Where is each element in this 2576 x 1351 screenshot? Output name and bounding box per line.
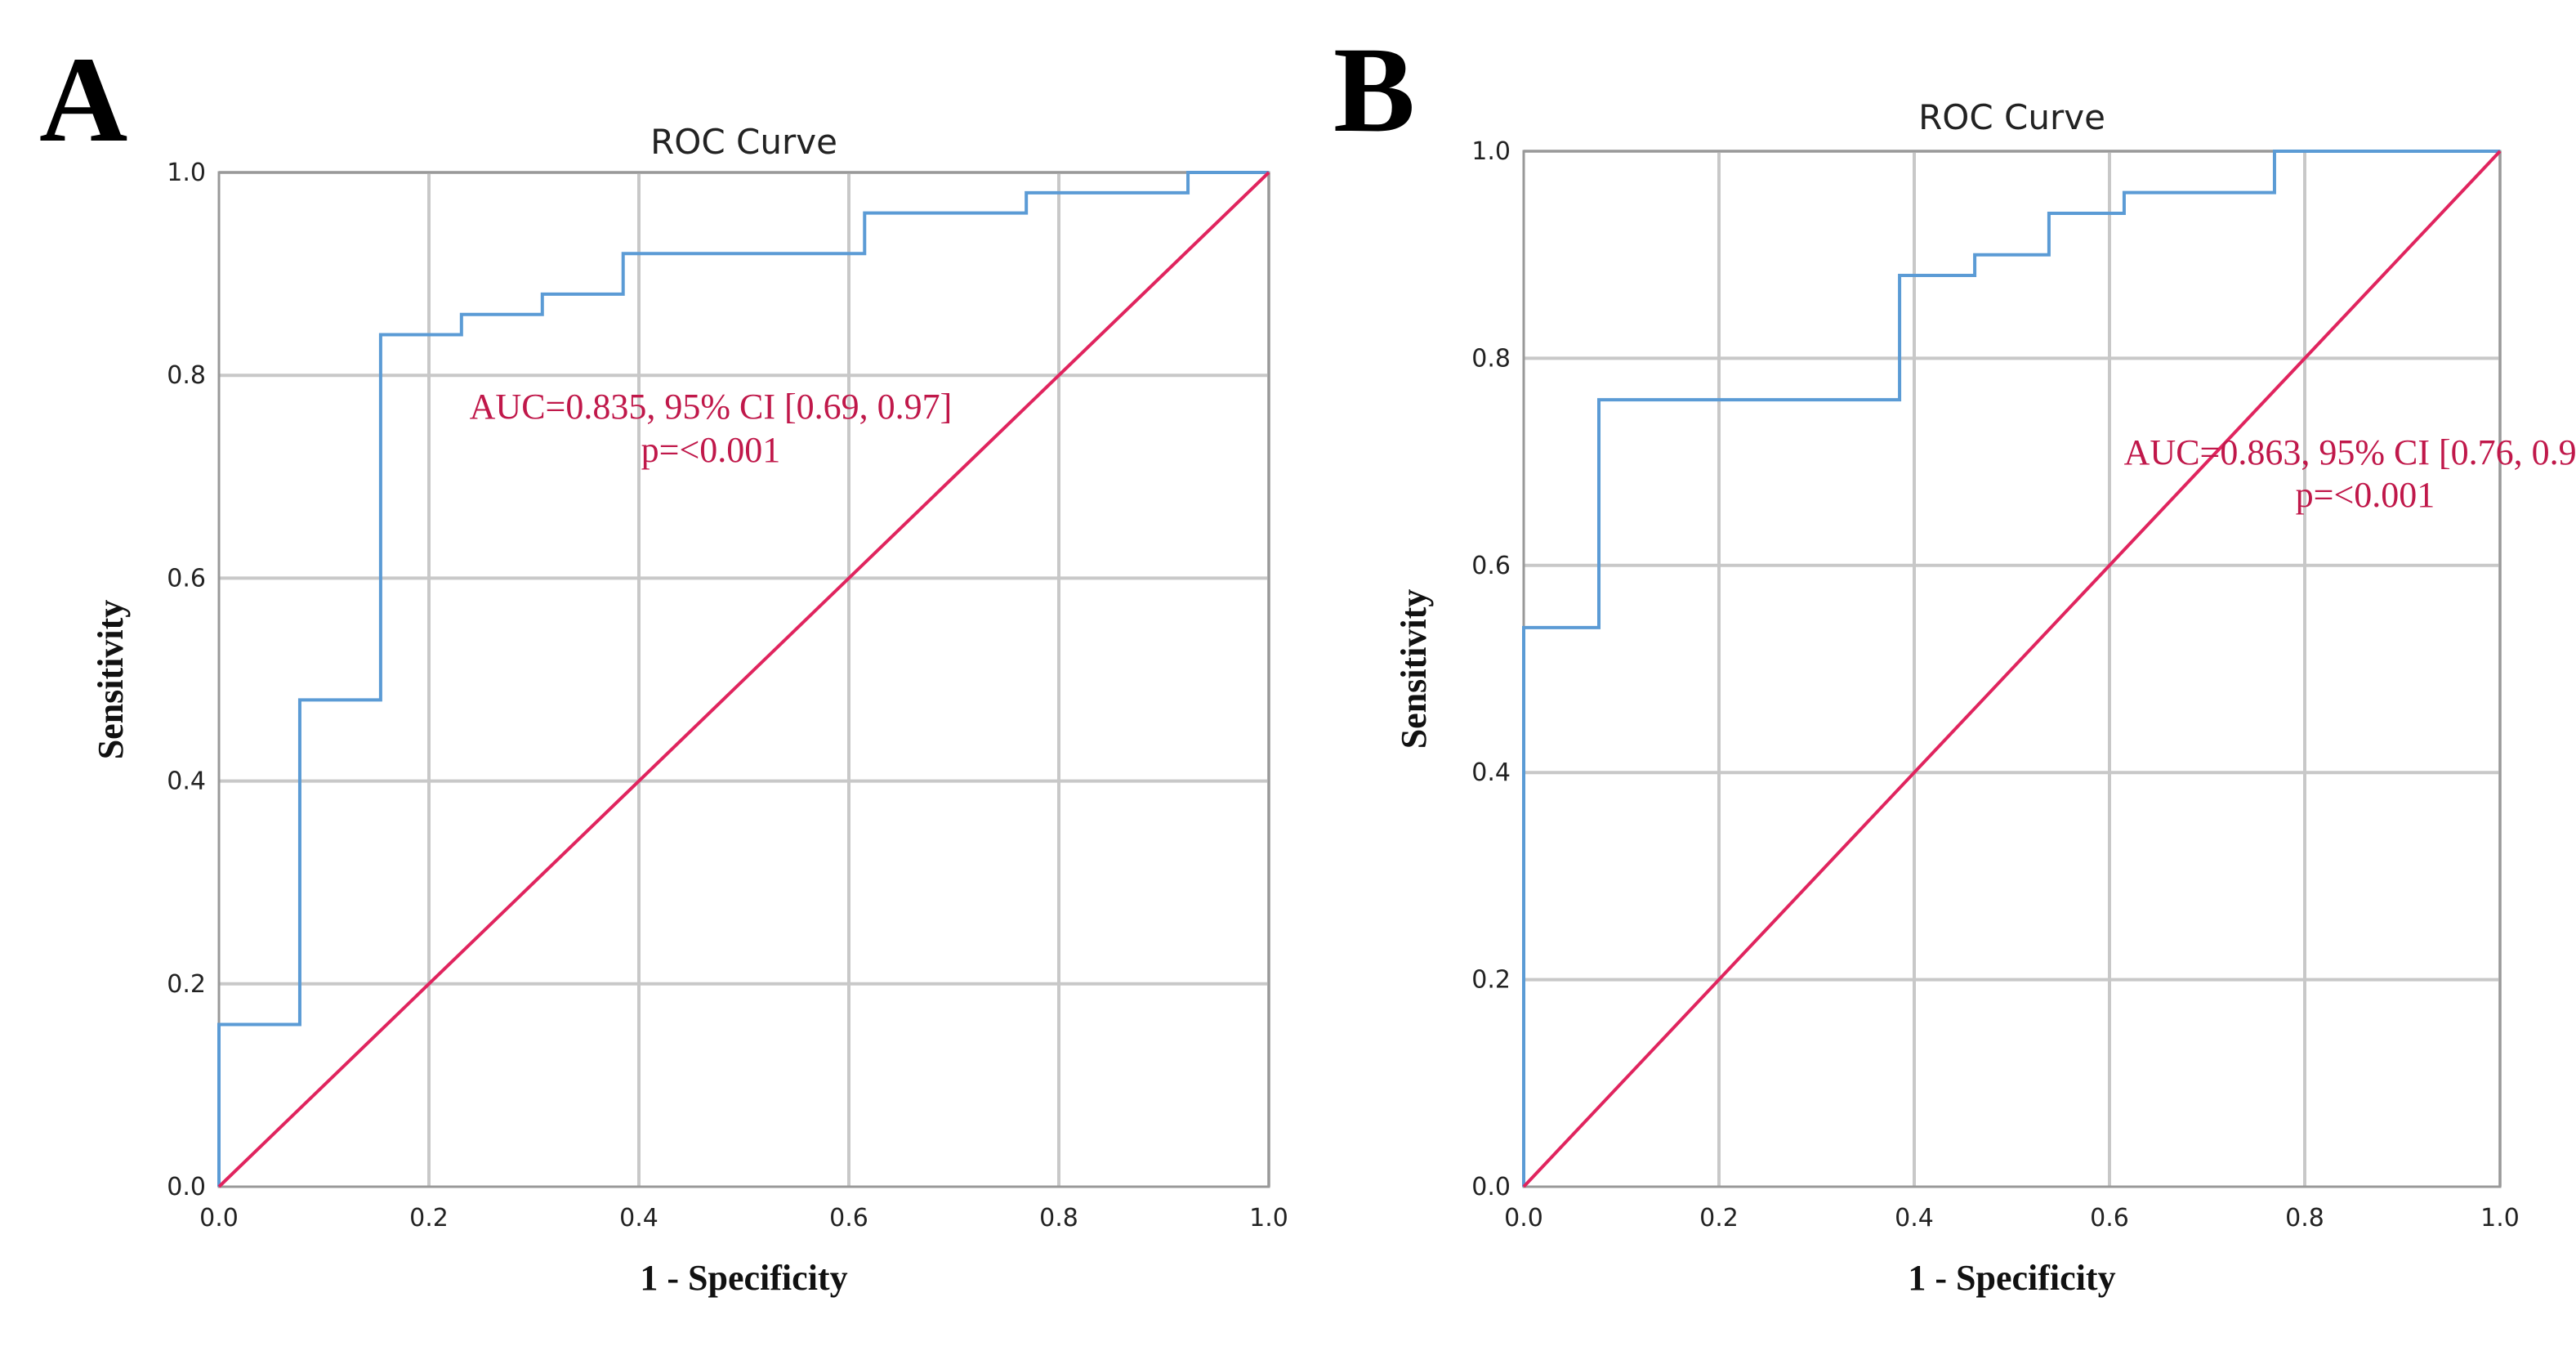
chart-a-y-tick-label: 0.8 [167, 361, 206, 390]
chart-b-x-axis-label: 1 - Specificity [1908, 1258, 2115, 1298]
chart-a-x-tick-label: 1.0 [1249, 1204, 1288, 1232]
chart-b-x-tick-label: 0.4 [1895, 1204, 1934, 1232]
chart-a-y-tick-label: 0.2 [167, 970, 206, 999]
chart-b-x-tick-label: 0.6 [2090, 1204, 2129, 1232]
chart-b-x-tick-label: 1.0 [2480, 1204, 2520, 1232]
chart-b-auc-annotation: AUC=0.863, 95% CI [0.76, 0.95] [2124, 432, 2576, 472]
chart-a-x-tick-label: 0.8 [1039, 1204, 1078, 1232]
roc-chart-b: ROC Curve 0.0 0.0 0.2 0.2 0.4 0.4 0.6 0.6 0.8 0.8 1… [1394, 97, 2576, 1298]
chart-b-x-tick-label: 0.2 [1699, 1204, 1739, 1232]
chart-a-x-axis-label: 1 - Specificity [640, 1258, 847, 1298]
chart-b-y-tick-label: 0.2 [1471, 966, 1511, 995]
chart-a-y-tick-label: 0.4 [167, 767, 206, 796]
panel-letter-b: B [1333, 22, 1415, 158]
chart-b-y-tick-label: 0.6 [1471, 552, 1511, 580]
chart-a-auc-annotation: AUC=0.835, 95% CI [0.69, 0.97] [470, 387, 953, 427]
chart-a-y-tick-label: 0.6 [167, 564, 206, 593]
chart-a-y-tick-label: 0.0 [167, 1173, 206, 1201]
chart-b-y-axis-label: Sensitivity [1394, 589, 1434, 749]
chart-a-x-tick-label: 0.2 [409, 1204, 449, 1232]
roc-chart-a: ROC Curve 0.0 0.0 0.2 0.2 0.4 0.4 0.6 0.6 0.8 0.8 1… [91, 122, 1288, 1298]
chart-b-roc-curve [1522, 150, 2500, 1187]
chart-b-x-tick-label: 0.0 [1504, 1204, 1543, 1232]
chart-a-y-axis-label: Sensitivity [91, 600, 131, 760]
chart-b-y-tick-label: 0.4 [1471, 758, 1511, 787]
chart-a-y-tick-label: 1.0 [167, 159, 206, 187]
chart-b-title: ROC Curve [1918, 97, 2105, 137]
chart-a-p-value-annotation: p=<0.001 [641, 430, 781, 470]
chart-b-y-tick-label: 0.8 [1471, 344, 1511, 373]
chart-b-reference-line [1522, 150, 2502, 1188]
chart-a-x-tick-label: 0.4 [619, 1204, 659, 1232]
chart-a-roc-curve [217, 171, 1269, 1187]
chart-a-x-tick-label: 0.0 [199, 1204, 239, 1232]
chart-a-reference-line [217, 171, 1270, 1188]
chart-a-plot-frame [217, 171, 1270, 1188]
panel-letter-a: A [39, 32, 127, 168]
chart-a-x-tick-label: 0.6 [829, 1204, 868, 1232]
chart-b-p-value-annotation: p=<0.001 [2296, 475, 2435, 515]
chart-a-title: ROC Curve [650, 122, 837, 162]
chart-b-x-tick-label: 0.8 [2285, 1204, 2324, 1232]
chart-b-y-tick-label: 0.0 [1471, 1173, 1511, 1201]
chart-b-y-tick-label: 1.0 [1471, 137, 1511, 166]
